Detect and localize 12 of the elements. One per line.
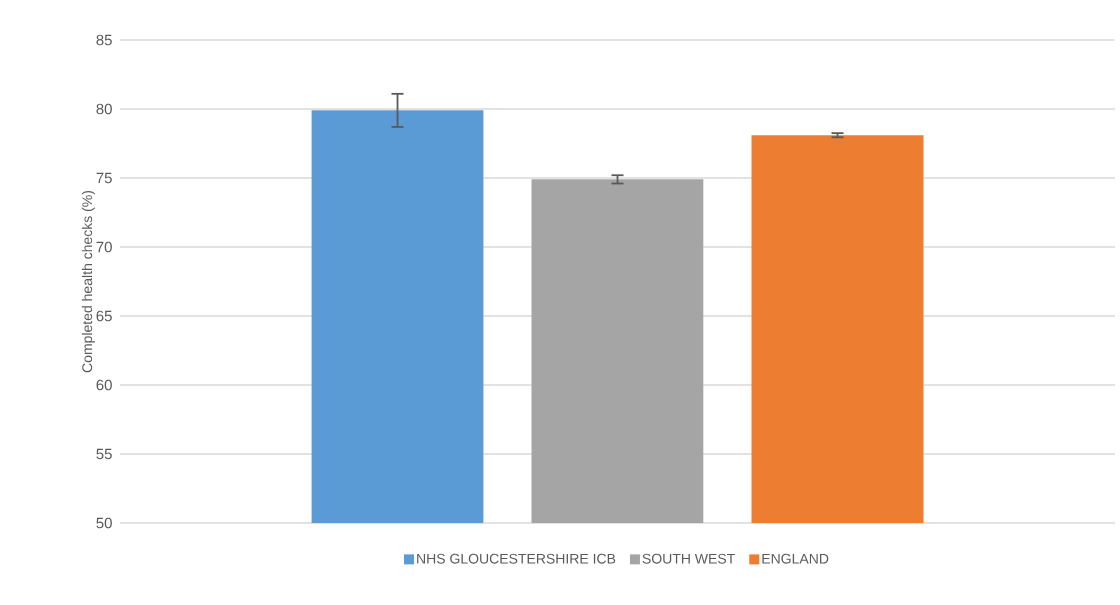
- legend-label: ENGLAND: [762, 553, 829, 564]
- y-tick-label: 60: [96, 379, 112, 391]
- y-tick-label: 85: [96, 34, 112, 46]
- legend-label: NHS GLOUCESTERSHIRE ICB: [417, 553, 616, 564]
- y-tick-label: 55: [96, 448, 112, 460]
- y-axis-title: Completed health checks (%): [81, 190, 95, 373]
- y-tick-label: 75: [96, 172, 112, 184]
- legend-label: SOUTH WEST: [642, 553, 735, 564]
- y-tick-label: 50: [96, 517, 112, 529]
- y-tick-label: 65: [96, 310, 112, 322]
- y-tick-label: 70: [96, 241, 112, 253]
- y-tick-label: 80: [96, 103, 112, 115]
